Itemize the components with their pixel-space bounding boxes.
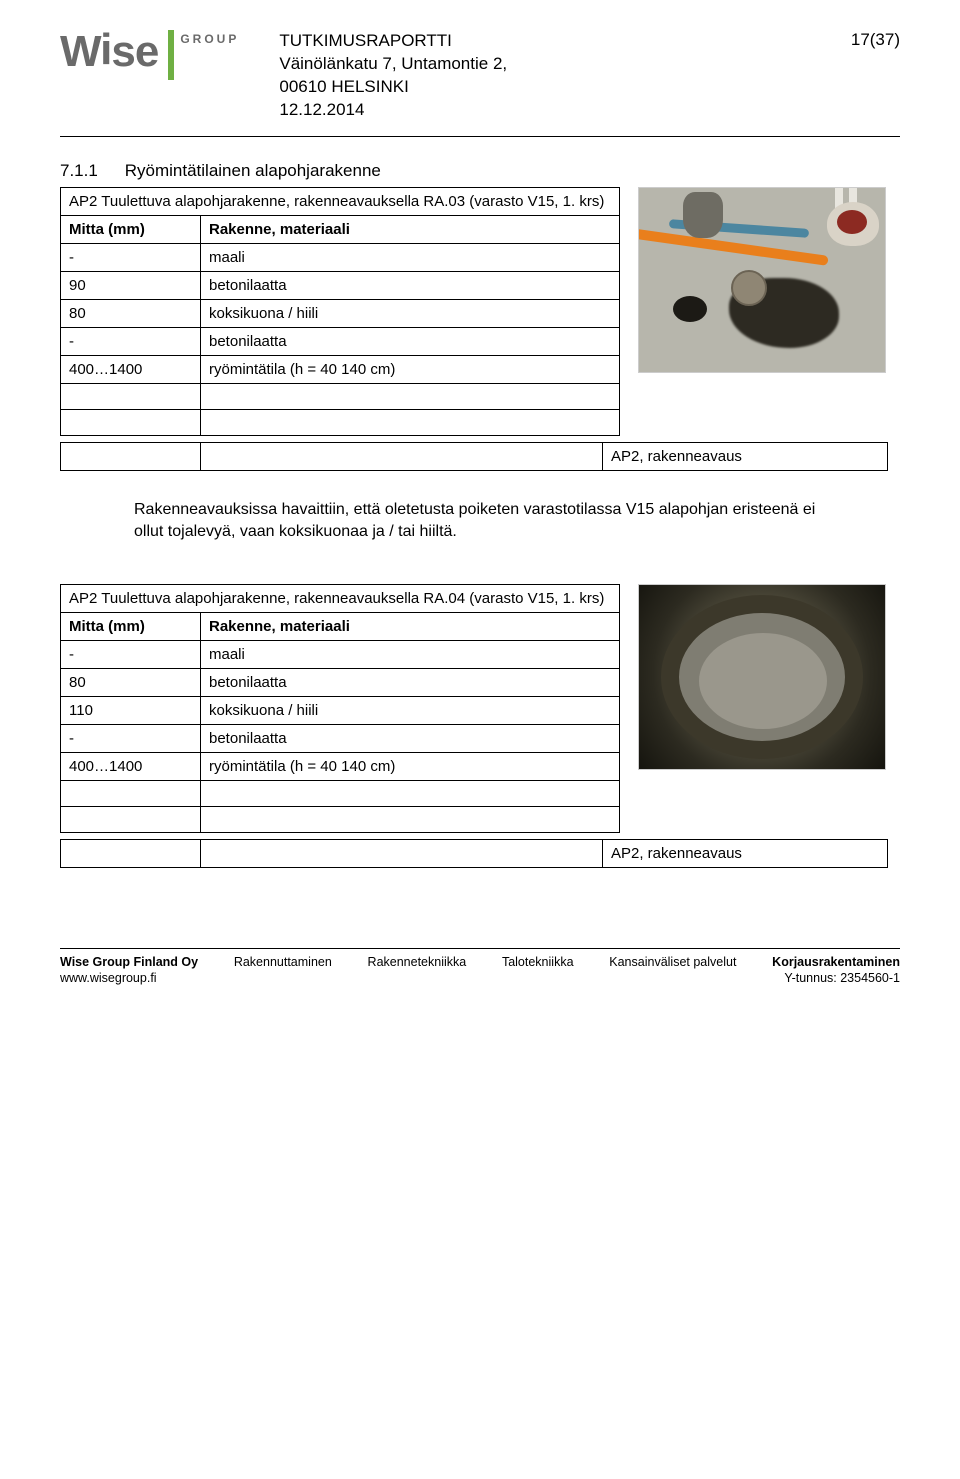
footer-service-4: Kansainväliset palvelut: [609, 955, 736, 969]
footer-company: Wise Group Finland Oy: [60, 955, 198, 969]
table-row: 90betonilaatta: [61, 271, 620, 299]
header-date: 12.12.2014: [279, 99, 820, 122]
logo-divider: [168, 30, 174, 80]
page-number: 17(37): [820, 30, 900, 50]
table2-block: AP2 Tuulettuva alapohjarakenne, rakennea…: [60, 584, 900, 868]
photo2: [638, 584, 886, 770]
table-row: 80koksikuona / hiili: [61, 299, 620, 327]
section-number: 7.1.1: [60, 161, 120, 181]
footer-service-5: Korjausrakentaminen: [772, 955, 900, 969]
footer-service-1: Rakennuttaminen: [234, 955, 332, 969]
table2-caption-row: AP2, rakenneavaus: [60, 839, 888, 868]
structure-table-2: AP2 Tuulettuva alapohjarakenne, rakennea…: [60, 584, 620, 833]
structure-table-1: AP2 Tuulettuva alapohjarakenne, rakennea…: [60, 187, 620, 436]
table1-head-c2: Rakenne, materiaali: [201, 215, 620, 243]
photo1-caption: AP2, rakenneavaus: [603, 442, 888, 470]
header-title-block: TUTKIMUSRAPORTTI Väinölänkatu 7, Untamon…: [269, 30, 820, 122]
logo: Wise GROUP: [60, 30, 239, 80]
photo2-holder: [638, 584, 886, 770]
header-address2: 00610 HELSINKI: [279, 76, 820, 99]
logo-text: Wise: [60, 30, 158, 74]
table1-caption: AP2 Tuulettuva alapohjarakenne, rakennea…: [61, 187, 620, 215]
footer-website: www.wisegroup.fi: [60, 971, 157, 985]
table-row: 80betonilaatta: [61, 668, 620, 696]
table1-caption-row: AP2, rakenneavaus: [60, 442, 888, 471]
page-header: Wise GROUP TUTKIMUSRAPORTTI Väinölänkatu…: [60, 30, 900, 122]
table-row: [61, 806, 620, 832]
photo1: [638, 187, 886, 373]
logo-group-text: GROUP: [180, 30, 239, 46]
table-row: [61, 409, 620, 435]
table2-caption: AP2 Tuulettuva alapohjarakenne, rakennea…: [61, 584, 620, 612]
body-paragraph: Rakenneavauksissa havaittiin, että olete…: [134, 499, 834, 544]
footer-service-2: Rakennetekniikka: [368, 955, 467, 969]
table-row: 400…1400ryömintätila (h = 40 140 cm): [61, 752, 620, 780]
header-address1: Väinölänkatu 7, Untamontie 2,: [279, 53, 820, 76]
table-row: 400…1400ryömintätila (h = 40 140 cm): [61, 355, 620, 383]
table-row: -maali: [61, 243, 620, 271]
header-rule: [60, 136, 900, 137]
table-row: [61, 780, 620, 806]
section-heading: 7.1.1 Ryömintätilainen alapohjarakenne: [60, 161, 900, 181]
footer-row1: Wise Group Finland Oy Rakennuttaminen Ra…: [60, 949, 900, 969]
table-row: [61, 383, 620, 409]
table-row: -betonilaatta: [61, 327, 620, 355]
photo1-holder: [638, 187, 886, 373]
footer-ytunnus: Y-tunnus: 2354560-1: [784, 971, 900, 985]
table-row: 110koksikuona / hiili: [61, 696, 620, 724]
table2-head-c2: Rakenne, materiaali: [201, 612, 620, 640]
section-title: Ryömintätilainen alapohjarakenne: [125, 161, 381, 180]
header-title: TUTKIMUSRAPORTTI: [279, 30, 820, 53]
table1-head-c1: Mitta (mm): [61, 215, 201, 243]
table-row: -maali: [61, 640, 620, 668]
footer-service-3: Talotekniikka: [502, 955, 574, 969]
photo2-caption: AP2, rakenneavaus: [603, 839, 888, 867]
table1-block: AP2 Tuulettuva alapohjarakenne, rakennea…: [60, 187, 900, 471]
footer-row2: www.wisegroup.fi Y-tunnus: 2354560-1: [60, 969, 900, 985]
table2-head-c1: Mitta (mm): [61, 612, 201, 640]
table-row: -betonilaatta: [61, 724, 620, 752]
